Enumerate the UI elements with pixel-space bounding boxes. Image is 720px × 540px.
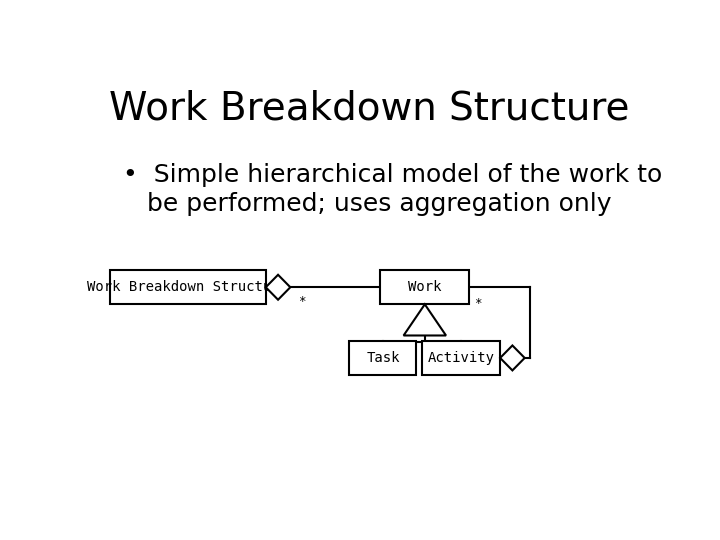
- Polygon shape: [500, 346, 525, 370]
- Text: *: *: [298, 295, 305, 308]
- Text: be performed; uses aggregation only: be performed; uses aggregation only: [124, 192, 612, 216]
- Polygon shape: [404, 305, 446, 335]
- FancyBboxPatch shape: [380, 270, 469, 305]
- FancyBboxPatch shape: [109, 270, 266, 305]
- Text: Work Breakdown Structure: Work Breakdown Structure: [87, 280, 288, 294]
- Text: *: *: [474, 296, 482, 309]
- Polygon shape: [266, 275, 290, 300]
- Text: Work: Work: [408, 280, 441, 294]
- Text: Task: Task: [366, 351, 400, 365]
- Text: •  Simple hierarchical model of the work to: • Simple hierarchical model of the work …: [124, 163, 662, 187]
- FancyBboxPatch shape: [422, 341, 500, 375]
- Text: Activity: Activity: [428, 351, 495, 365]
- FancyBboxPatch shape: [349, 341, 416, 375]
- Text: Work Breakdown Structure: Work Breakdown Structure: [109, 90, 629, 127]
